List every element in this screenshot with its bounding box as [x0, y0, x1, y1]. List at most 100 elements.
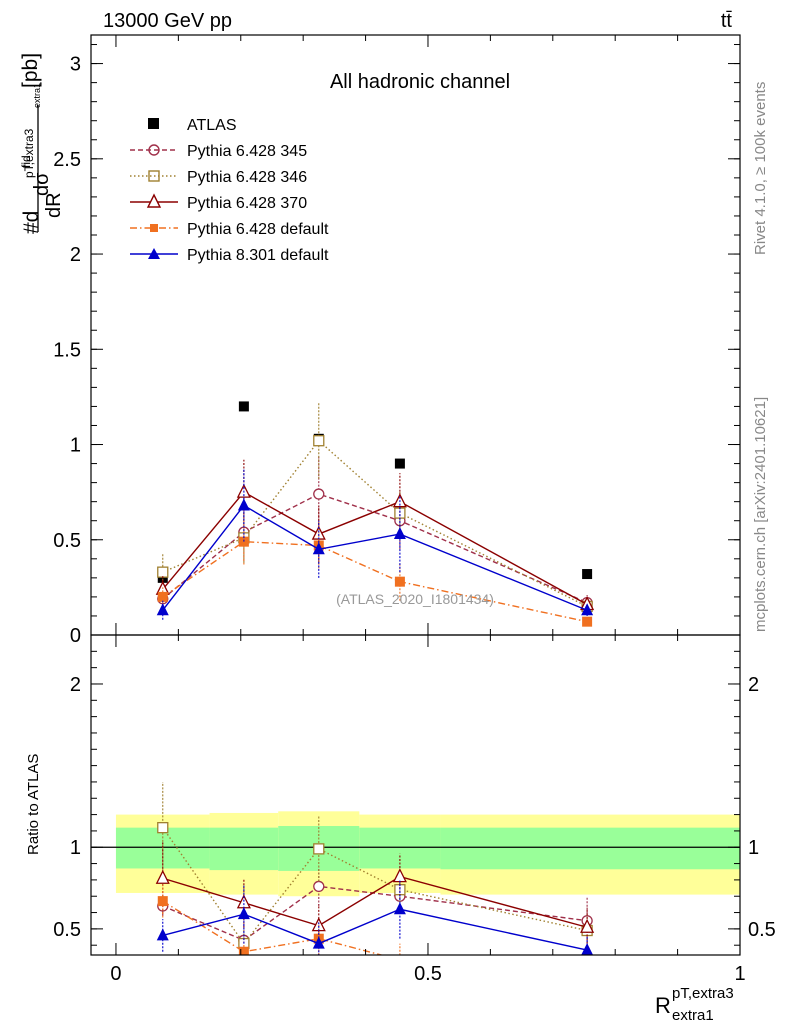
ratio-y-tick-label: 2: [70, 674, 81, 696]
series-line: [162, 493, 588, 604]
series-5: [156, 469, 594, 620]
main-panel: 0 0.5 1 1.5 2 2.5 3: [53, 34, 741, 647]
chart-title: All hadronic channel: [330, 71, 510, 93]
ratio-y-label: Ratio to ATLAS: [25, 754, 42, 855]
y-label-den-sup: pT,extra3: [22, 128, 36, 178]
ratio-y-tick-label: 1: [70, 837, 81, 859]
data-point: [394, 507, 406, 519]
legend-marker-p8def: [148, 248, 160, 259]
y-label-prefix: #d: [20, 211, 43, 234]
data-point: [156, 603, 169, 616]
ratio-point: [155, 869, 170, 884]
main-y-tick-label: 0.5: [53, 530, 81, 552]
ratio-panel: 0.5 0.51 12 20 0.5 1: [53, 634, 776, 985]
x-tick-label: 1: [734, 963, 745, 985]
band-inner: [440, 827, 740, 870]
ratio-y-tick-label: 0.5: [53, 919, 81, 941]
x-label-sup: pT,extra3: [672, 985, 734, 1002]
x-tick-label: 0: [110, 963, 121, 985]
series-4: [157, 518, 593, 627]
x-tick-label: 0.5: [414, 963, 442, 985]
data-point: [238, 401, 249, 412]
main-y-tick-label: 2: [70, 244, 81, 266]
ratio-point: [580, 918, 595, 933]
data-point: [157, 566, 169, 578]
series-line: [162, 491, 588, 606]
analysis-watermark: (ATLAS_2020_I1801434): [336, 591, 494, 607]
legend-entry-p8def: Pythia 8.301 default: [187, 247, 329, 264]
ratio-point: [394, 884, 406, 896]
main-y-tick-label: 1.5: [53, 339, 81, 361]
series-2: [157, 402, 593, 613]
uncertainty-bands: [115, 811, 740, 897]
y-label-numerator: dσ: [31, 172, 53, 196]
data-point: [582, 569, 593, 580]
legend-marker-atlas: [148, 118, 159, 129]
y-label-den-sub: extra1: [32, 83, 42, 108]
ratio-point: [394, 954, 405, 955]
legend-entry-p345: Pythia 6.428 345: [187, 143, 307, 160]
ratio-point: [156, 928, 169, 941]
main-y-axis-label: #d dσ fid dR pT,extra3 extra1 [pb]: [19, 53, 65, 234]
ratio-point: [157, 822, 169, 834]
data-point: [581, 603, 594, 616]
mcplots-label: mcplots.cern.ch [arXiv:2401.10621]: [752, 397, 769, 632]
series-3: [155, 459, 595, 613]
data-point: [313, 488, 325, 500]
ratio-series-3: [157, 884, 592, 980]
ratio-point: [393, 902, 406, 915]
ratio-frame: [90, 634, 741, 956]
ratio-y-tick-label-right: 0.5: [748, 919, 776, 941]
ratio-point: [313, 880, 325, 893]
data-point: [312, 542, 325, 555]
ratio-line: [162, 900, 384, 955]
data-point: [393, 527, 406, 540]
data-point: [394, 458, 405, 469]
main-y-tick-label: 2.5: [53, 149, 81, 171]
x-label-base: R: [655, 993, 671, 1018]
legend-marker-p370: [146, 193, 162, 208]
ratio-series: [155, 781, 595, 980]
ratio-point: [238, 946, 249, 955]
ratio-point: [581, 943, 594, 955]
legend-marker-p345: [148, 144, 160, 156]
ratio-point: [157, 896, 168, 907]
main-y-tick-label: 1: [70, 435, 81, 457]
ratio-point: [313, 843, 325, 855]
ratio-series-4: [156, 879, 594, 955]
legend-entry-p6def: Pythia 6.428 default: [187, 221, 329, 238]
series-line: [162, 439, 588, 608]
ratio-line: [162, 827, 588, 945]
ratio-point: [582, 970, 592, 980]
data-point: [313, 435, 325, 447]
rivet-label: Rivet 4.1.0, ≥ 100k events: [752, 82, 769, 255]
main-y-tick-label: 3: [70, 54, 81, 76]
data-point: [394, 576, 405, 587]
legend-entry-p346: Pythia 6.428 346: [187, 169, 307, 186]
legend-entry-atlas: ATLAS: [187, 117, 237, 134]
energy-label: 13000 GeV pp: [103, 10, 232, 32]
x-label-sub: extra1: [672, 1007, 714, 1024]
y-label-unit: [pb]: [19, 53, 42, 88]
legend-entry-p370: Pythia 6.428 370: [187, 195, 307, 212]
series-line: [162, 540, 588, 623]
data-point: [157, 591, 168, 602]
legend-marker-p346: [148, 170, 160, 182]
legend-marker-p6def: [150, 224, 158, 232]
main-y-tick-label: 0: [70, 625, 81, 647]
y-label-superscript: fid: [19, 155, 33, 168]
x-axis-label: R pT,extra3 extra1: [655, 985, 734, 1024]
ratio-point: [237, 907, 250, 920]
legend: ATLAS Pythia 6.428 345 Pythia 6.428 346 …: [130, 117, 329, 264]
y-label-denominator: dR: [43, 192, 65, 218]
data-point: [582, 616, 593, 627]
band-inner: [209, 827, 279, 871]
data-point: [237, 498, 250, 511]
ratio-y-tick-label-right: 1: [748, 837, 759, 859]
process-label: tt̄: [721, 10, 733, 32]
ratio-line: [162, 908, 588, 951]
ratio-y-tick-label-right: 2: [748, 674, 759, 696]
ratio-point: [312, 936, 325, 949]
band-inner: [359, 827, 441, 869]
